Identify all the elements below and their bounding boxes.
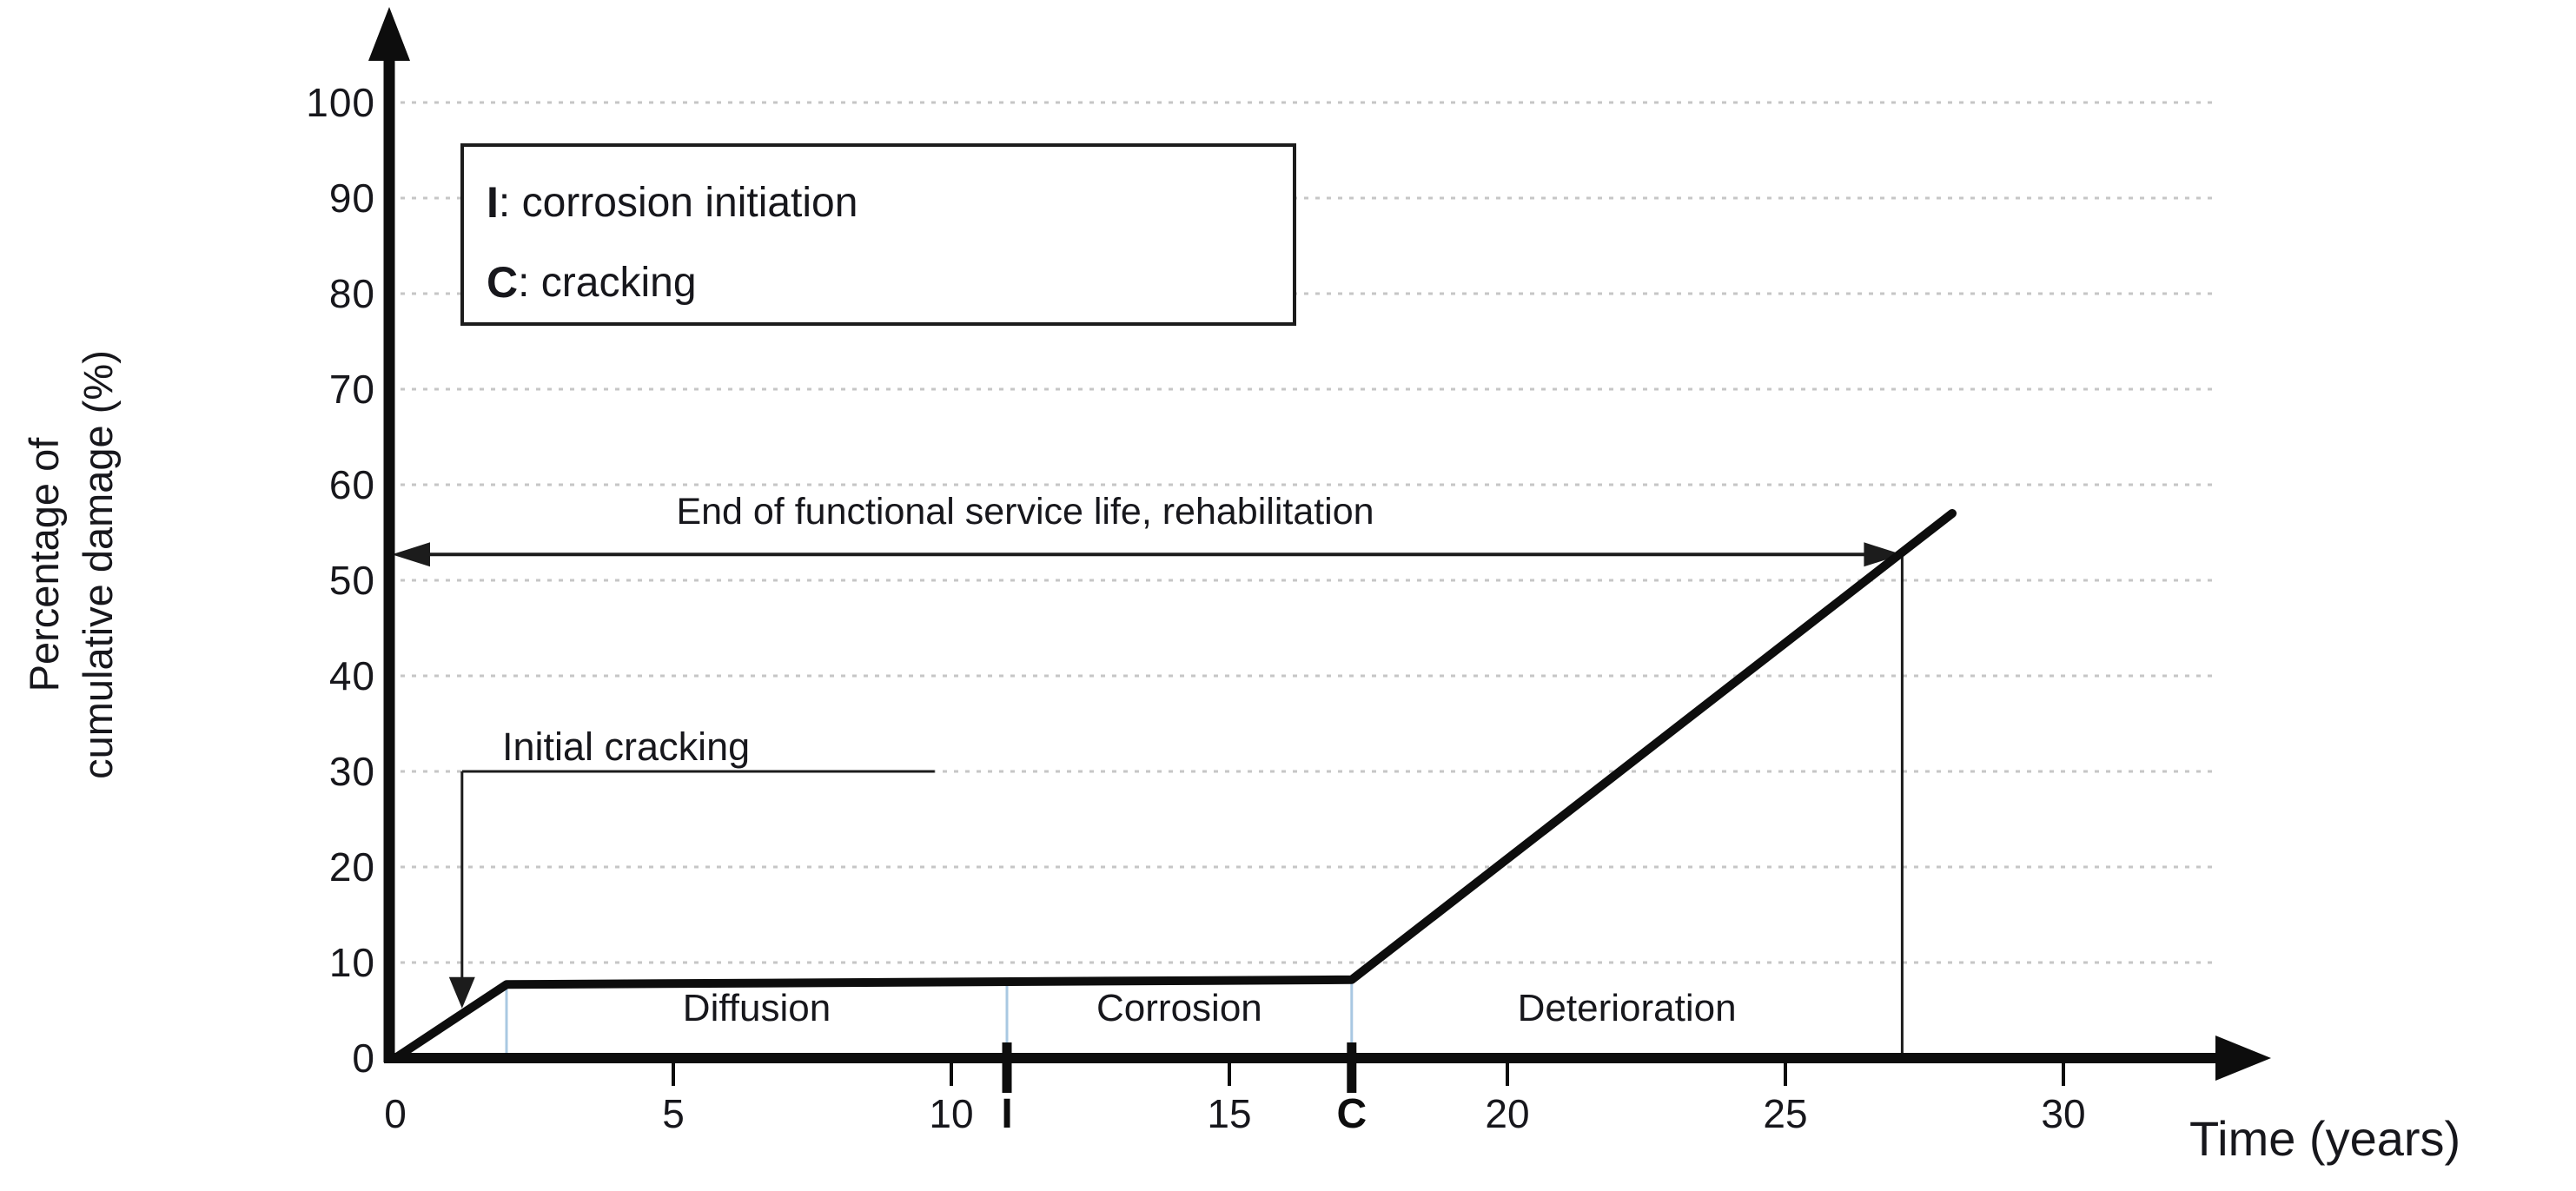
damage-curve (391, 509, 1957, 1062)
y-tick-label-50: 50 (328, 558, 375, 603)
x-tick-label-15: 15 (1207, 1091, 1252, 1136)
x-axis-title: Time (years) (2189, 1111, 2461, 1166)
region-label-diffusion: Diffusion (682, 987, 831, 1029)
legend-desc-C: : cracking (518, 259, 697, 306)
y-tick-label-100: 100 (306, 80, 375, 125)
x-tick-label-30: 30 (2041, 1091, 2086, 1136)
event-marker-label-I: I (1001, 1091, 1013, 1137)
y-tick-label-0: 0 (352, 1036, 375, 1081)
x-tick-label-20: 20 (1485, 1091, 1530, 1136)
annotation-initial-cracking: Initial cracking (502, 725, 751, 769)
region-label-corrosion: Corrosion (1096, 987, 1262, 1029)
service-life-arrowhead-left (392, 542, 430, 567)
event-marker-label-C: C (1336, 1091, 1367, 1137)
region-label-deterioration: Deterioration (1517, 987, 1737, 1029)
legend-item-cracking: C: cracking (487, 242, 1293, 322)
y-axis-title: Percentage of cumulative damage (%) (17, 174, 130, 956)
y-tick-label-90: 90 (328, 175, 375, 221)
y-tick-label-70: 70 (328, 367, 375, 412)
initial-cracking-arrowhead (448, 976, 475, 1009)
legend-key-I: I (487, 178, 499, 227)
legend-box: I: corrosion initiation C: cracking (460, 143, 1296, 326)
y-tick-label-40: 40 (328, 653, 375, 698)
y-tick-label-20: 20 (328, 844, 375, 890)
x-axis-arrowhead (2215, 1036, 2271, 1081)
y-tick-label-10: 10 (328, 940, 375, 985)
y-axis-title-line1: Percentage of (21, 437, 67, 692)
x-tick-label-0: 0 (384, 1091, 407, 1136)
x-tick-label-10: 10 (929, 1091, 974, 1136)
x-tick-label-5: 5 (662, 1091, 685, 1136)
annotation-service-life: End of functional service life, rehabili… (676, 491, 1374, 533)
legend-desc-I: : corrosion initiation (498, 179, 858, 226)
legend-item-corrosion-initiation: I: corrosion initiation (487, 162, 1293, 242)
y-axis-title-line2: cumulative damage (%) (75, 350, 121, 779)
y-axis-arrowhead (368, 7, 410, 61)
legend-key-C: C (487, 258, 519, 307)
x-tick-label-25: 25 (1763, 1091, 1808, 1136)
y-tick-label-30: 30 (328, 749, 375, 794)
service-life-arrowhead-right (1864, 542, 1903, 567)
y-tick-label-80: 80 (328, 271, 375, 316)
y-tick-label-60: 60 (328, 462, 375, 507)
